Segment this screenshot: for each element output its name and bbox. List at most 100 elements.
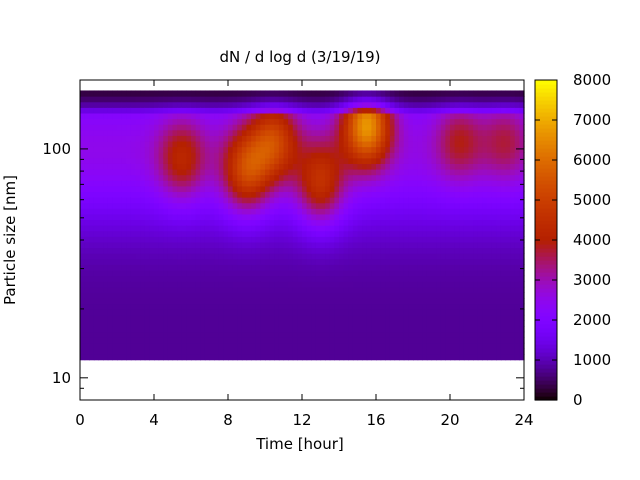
heatmap-cell: [408, 236, 414, 243]
heatmap-cell: [269, 309, 275, 316]
heatmap-cell: [371, 96, 377, 103]
heatmap-cell: [417, 225, 423, 232]
heatmap-cell: [371, 247, 377, 254]
heatmap-cell: [450, 286, 456, 293]
heatmap-cell: [144, 124, 150, 131]
heatmap-cell: [195, 101, 201, 108]
heatmap-cell: [223, 292, 229, 299]
heatmap-cell: [302, 298, 308, 305]
heatmap-cell: [417, 354, 423, 361]
heatmap-cell: [325, 152, 331, 159]
heatmap-cell: [200, 118, 206, 125]
heatmap-cell: [107, 247, 113, 254]
heatmap-cell: [477, 213, 483, 221]
heatmap-cell: [297, 241, 303, 249]
heatmap-cell: [352, 309, 359, 316]
heatmap-cell: [228, 230, 234, 237]
heatmap-cell: [149, 197, 155, 204]
heatmap-cell: [362, 157, 368, 164]
heatmap-cell: [413, 163, 419, 170]
heatmap-cell: [394, 320, 400, 327]
heatmap-cell: [269, 230, 275, 237]
heatmap-cell: [218, 112, 224, 120]
heatmap-cell: [334, 337, 340, 344]
heatmap-cell: [241, 202, 248, 209]
heatmap-cell: [487, 337, 493, 344]
heatmap-cell: [181, 331, 187, 338]
heatmap-cell: [186, 118, 192, 125]
heatmap-cell: [103, 342, 109, 350]
heatmap-cell: [167, 236, 174, 243]
heatmap-cell: [371, 331, 377, 338]
heatmap-cell: [89, 129, 95, 136]
heatmap-cell: [463, 169, 470, 176]
heatmap-cell: [473, 180, 479, 187]
heatmap-cell: [186, 298, 192, 305]
heatmap-cell: [514, 241, 520, 249]
heatmap-cell: [103, 129, 109, 136]
heatmap-cell: [195, 169, 201, 176]
heatmap-cell: [436, 208, 442, 215]
heatmap-cell: [191, 213, 197, 221]
heatmap-cell: [399, 314, 405, 322]
heatmap-cell: [232, 129, 238, 136]
heatmap-cell: [149, 236, 155, 243]
heatmap-cell: [112, 258, 118, 265]
heatmap-cell: [463, 124, 470, 131]
heatmap-cell: [121, 281, 127, 288]
heatmap-cell: [362, 219, 368, 226]
heatmap-cell: [181, 202, 187, 209]
heatmap-cell: [135, 253, 141, 260]
heatmap-cell: [121, 157, 127, 164]
heatmap-cell: [154, 292, 160, 299]
heatmap-cell: [306, 354, 312, 361]
heatmap-cell: [167, 275, 174, 282]
heatmap-cell: [260, 197, 266, 204]
heatmap-cell: [218, 118, 224, 125]
heatmap-cell: [112, 180, 118, 187]
heatmap-cell: [283, 303, 289, 310]
heatmap-cell: [487, 185, 493, 193]
heatmap-cell: [154, 185, 160, 193]
heatmap-cell: [413, 129, 419, 136]
heatmap-cell: [463, 298, 470, 305]
heatmap-cell: [126, 191, 132, 198]
heatmap-cell: [348, 253, 354, 260]
colorbar-segment: [535, 172, 557, 177]
heatmap-cell: [158, 174, 164, 181]
heatmap-cell: [487, 152, 493, 159]
heatmap-cell: [348, 169, 354, 176]
colorbar-segment: [535, 216, 557, 221]
heatmap-cell: [445, 286, 451, 293]
heatmap-cell: [463, 225, 470, 232]
heatmap-cell: [454, 163, 460, 170]
heatmap-cell: [163, 163, 169, 170]
heatmap-cell: [311, 354, 317, 361]
heatmap-cell: [237, 230, 243, 237]
heatmap-cell: [477, 225, 483, 232]
heatmap-cell: [246, 180, 252, 187]
heatmap-cell: [436, 309, 442, 316]
heatmap-cell: [265, 314, 271, 322]
heatmap-cell: [204, 241, 211, 249]
heatmap-cell: [315, 140, 322, 148]
heatmap-cell: [440, 258, 446, 265]
heatmap-cell: [80, 236, 86, 243]
heatmap-cell: [283, 197, 289, 204]
heatmap-cell: [107, 230, 113, 237]
heatmap-cell: [385, 253, 391, 260]
heatmap-cell: [399, 219, 405, 226]
heatmap-cell: [311, 275, 317, 282]
heatmap-cell: [463, 118, 470, 125]
heatmap-cell: [154, 230, 160, 237]
heatmap-cell: [413, 112, 419, 120]
heatmap-cell: [376, 146, 382, 153]
heatmap-cell: [315, 157, 322, 164]
heatmap-cell: [209, 331, 215, 338]
heatmap-cell: [376, 180, 382, 187]
heatmap-cell: [422, 118, 428, 125]
heatmap-cell: [500, 197, 507, 204]
heatmap-cell: [121, 185, 127, 193]
heatmap-cell: [241, 219, 248, 226]
heatmap-cell: [352, 180, 359, 187]
